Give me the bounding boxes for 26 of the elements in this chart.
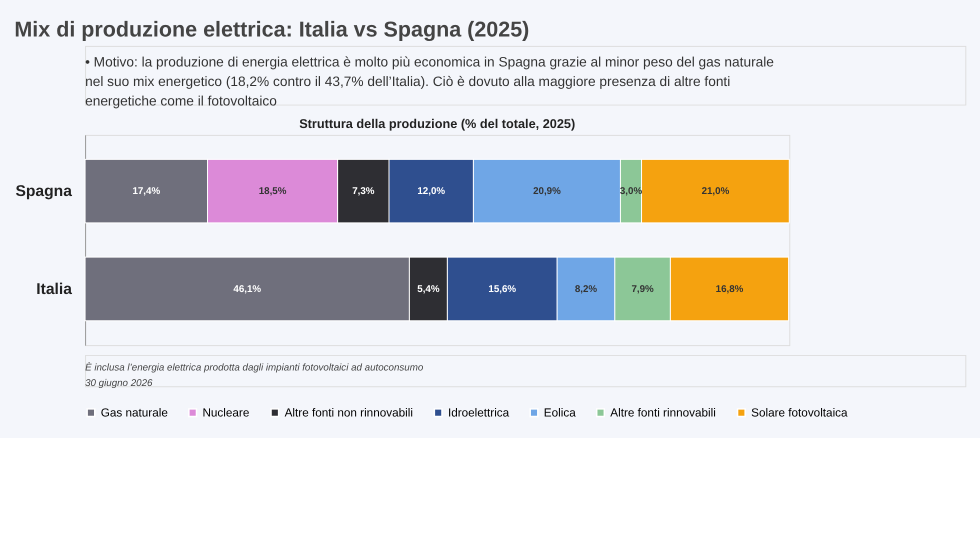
text: • Motivo: la produzione di energia elettrica è molto più economica in Spagna grazie al minor peso del gas naturale nel suo mix energetico (18,2% contro il 43,7% dell’Italia). Ciò è dovuto alla maggiore presenza di altre fonti energetiche come il fotovoltaico [85,54,774,109]
data-label: 17,4% [132,186,160,198]
legend-label: Nucleare [202,406,250,420]
chart-title: Mix di produzione elettrica: Italia vs Spagna (2025) [14,18,530,42]
data-label: 18,5% [258,186,287,198]
data-label: 7,3% [352,186,375,198]
legend-label: Eolica [544,406,576,420]
text: 30 giugno 2026 [85,378,153,390]
data-label: 16,8% [716,284,744,295]
y-tick-label: Spagna [15,183,72,200]
legend-label: Solare fotovoltaica [751,406,848,420]
data-label: 12,0% [417,186,446,198]
data-label: 5,4% [417,284,440,295]
data-label: 46,1% [233,284,262,295]
chart-subtitle: Struttura della produzione (% del totale, 2025) [299,116,576,132]
data-label: 8,2% [574,284,598,295]
data-label: 7,9% [631,284,654,295]
legend-label: Altre fonti rinnovabili [610,406,716,420]
data-label: 21,0% [702,186,730,198]
legend-label: Gas naturale [100,406,168,420]
legend-label: Altre fonti non rinnovabili [284,406,413,420]
legend-label: Idroelettrica [448,406,510,420]
data-label: 15,6% [488,284,516,295]
data-label: 20,9% [533,186,562,198]
text: È inclusa l’energia elettrica prodotta dagli impianti fotovoltaici ad autoconsumo [85,362,424,374]
y-tick-label: Italia [36,280,72,298]
